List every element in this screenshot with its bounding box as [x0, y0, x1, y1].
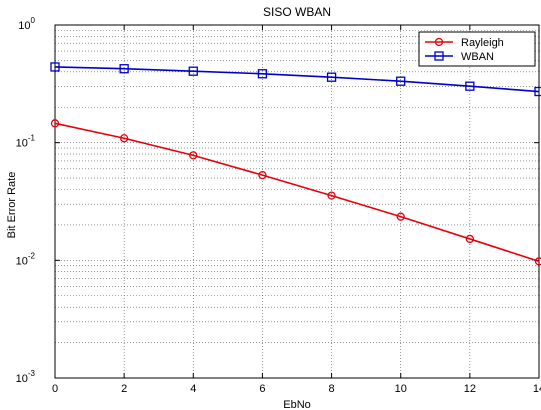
x-tick-label: 12 [464, 383, 476, 395]
legend-marker [434, 37, 444, 47]
grid-lines [54, 25, 540, 379]
data-point [465, 81, 475, 91]
series-layer [50, 62, 541, 266]
legend: Rayleigh WBAN [418, 31, 536, 67]
data-point [189, 151, 198, 160]
y-tick-label: 100 [18, 16, 35, 32]
data-point [188, 66, 198, 76]
data-point [534, 86, 541, 97]
data-point [465, 234, 475, 244]
legend-marker [434, 51, 444, 61]
series-rayleigh [50, 119, 541, 266]
x-tick-label: 14 [533, 383, 541, 395]
plot-area [54, 24, 540, 379]
x-tick-label: 2 [121, 383, 127, 395]
y-tick-label: 10-1 [16, 134, 36, 150]
legend-entry-rayleigh: Rayleigh [425, 37, 504, 49]
data-point [396, 212, 405, 221]
legend-label: WBAN [461, 51, 494, 63]
y-tick-label: 10-3 [16, 369, 36, 385]
x-tick-label: 10 [395, 383, 407, 395]
data-point [258, 170, 267, 180]
data-point [396, 76, 406, 86]
data-point [119, 64, 129, 74]
x-tick-label: 4 [190, 383, 196, 395]
axis-ticks: 0 2 4 6 8 10 12 14 100 10-1 10-2 10-3 [16, 16, 541, 395]
data-point [50, 62, 60, 72]
data-point [326, 72, 337, 82]
x-tick-label: 0 [52, 383, 58, 395]
data-point [257, 69, 268, 79]
y-axis-label: Bit Error Rate [6, 172, 18, 239]
data-point [119, 134, 129, 143]
series-line-wban [54, 66, 540, 93]
chart-title: SISO WBAN [263, 5, 331, 19]
x-axis-label: EbNo [283, 399, 311, 410]
y-tick-label: 10-2 [16, 251, 36, 267]
x-tick-label: 8 [329, 383, 335, 395]
data-point [327, 191, 336, 200]
x-tick-label: 6 [259, 383, 265, 395]
data-point [50, 119, 60, 128]
legend-entry-wban: WBAN [425, 51, 494, 63]
data-point [534, 257, 541, 266]
legend-label: Rayleigh [461, 37, 504, 49]
series-line-rayleigh [54, 122, 540, 263]
series-wban [50, 62, 541, 97]
